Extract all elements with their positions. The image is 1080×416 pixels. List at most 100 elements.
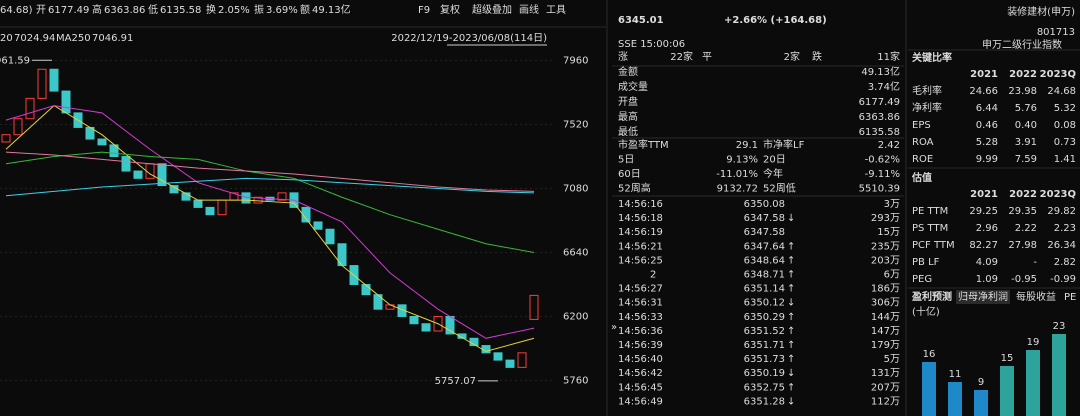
candle bbox=[445, 315, 455, 335]
trade-price: 6350.08 bbox=[744, 199, 785, 210]
section-title: 估值 bbox=[911, 171, 932, 184]
row-value: 49.13亿 bbox=[861, 65, 900, 78]
y-tick-label: 7520 bbox=[563, 120, 588, 131]
trade-volume: 5万 bbox=[884, 354, 900, 365]
toolbar-button[interactable]: 超级叠加 bbox=[472, 3, 512, 16]
stat-value: 6177.49 bbox=[48, 5, 89, 16]
trade-time: 14:56:49 bbox=[618, 396, 663, 407]
ratio-value: 2.23 bbox=[1054, 223, 1076, 234]
ratio-value: 29.82 bbox=[1047, 206, 1076, 217]
trade-arrow: ↑ bbox=[787, 255, 795, 266]
tab[interactable]: 每股收益 bbox=[1016, 290, 1056, 303]
trade-volume: 15万 bbox=[877, 227, 900, 238]
forecast-bar bbox=[948, 382, 962, 416]
trade-arrow: ↑ bbox=[787, 270, 795, 281]
trade-time: 14:56:19 bbox=[618, 227, 663, 238]
high-label: 7961.59 bbox=[0, 55, 30, 66]
stat-value: 9.13% bbox=[726, 155, 758, 166]
trade-time: 14:56:31 bbox=[618, 298, 663, 309]
candle bbox=[133, 170, 143, 179]
stat-label: 低 bbox=[148, 3, 158, 16]
toolbar-button[interactable]: 画线 bbox=[519, 3, 539, 16]
ratio-value: 2.82 bbox=[1054, 257, 1076, 268]
stat-value: 5510.39 bbox=[859, 184, 900, 195]
trade-time: 14:56:21 bbox=[618, 241, 663, 252]
ratio-value: 9.99 bbox=[976, 154, 998, 165]
ratio-label: PE TTM bbox=[912, 206, 948, 217]
price: 6345.01 bbox=[618, 15, 664, 26]
ratio-value: 82.27 bbox=[969, 240, 998, 251]
ratio-value: 0.40 bbox=[1015, 120, 1037, 131]
candle bbox=[181, 192, 191, 201]
stat-label: 额 bbox=[300, 3, 310, 16]
ratio-value: 24.68 bbox=[1047, 86, 1076, 97]
ratio-value: 2.96 bbox=[976, 223, 998, 234]
trade-volume: 3万 bbox=[884, 199, 900, 210]
low-label: 5757.07 bbox=[435, 376, 476, 387]
index-name: 装修建材(申万) bbox=[1007, 5, 1075, 18]
stat-value: 2.42 bbox=[878, 140, 900, 151]
trade-price: 6351.71 bbox=[744, 340, 785, 351]
toolbar-button[interactable]: 工具 bbox=[546, 4, 566, 16]
trade-arrow: ↓ bbox=[787, 396, 795, 407]
stat-label: 5日 bbox=[618, 155, 634, 166]
tab[interactable]: 盈利预测 bbox=[911, 290, 952, 303]
forecast-bar bbox=[1052, 334, 1066, 416]
trade-time: 14:56:42 bbox=[618, 368, 663, 379]
trade-arrow: ↓ bbox=[787, 368, 795, 379]
candle bbox=[493, 352, 503, 361]
candle bbox=[529, 294, 539, 320]
trade-price: 6350.19 bbox=[744, 368, 785, 379]
trade-time: 14:56:45 bbox=[618, 382, 663, 393]
ratio-value: 24.66 bbox=[969, 86, 998, 97]
ratio-value: 26.34 bbox=[1047, 240, 1076, 251]
ratio-label: 毛利率 bbox=[912, 84, 942, 97]
stat-value: -11.01% bbox=[716, 169, 758, 180]
trade-arrow: ↑ bbox=[787, 354, 795, 365]
candle bbox=[361, 283, 371, 296]
ratio-value: 27.98 bbox=[1008, 240, 1037, 251]
trade-arrow: ↑ bbox=[787, 382, 795, 393]
section-title: 关键比率 bbox=[912, 51, 952, 64]
trade-time: 14:56:25 bbox=[618, 255, 663, 266]
trade-price: 6347.58 bbox=[744, 213, 785, 224]
collapse-icon[interactable]: » bbox=[611, 322, 617, 333]
stat-label: 振 bbox=[254, 3, 264, 16]
trade-volume: 112万 bbox=[871, 396, 900, 407]
candle bbox=[409, 315, 419, 325]
ratio-label: PB LF bbox=[912, 257, 940, 268]
ratio-value: -0.95 bbox=[1011, 274, 1037, 285]
ratio-label: PCF TTM bbox=[912, 240, 955, 251]
bar-label: 11 bbox=[949, 369, 962, 380]
stat-value: 6363.86 bbox=[104, 5, 145, 16]
candle bbox=[301, 206, 311, 223]
trade-arrow: ↑ bbox=[787, 241, 795, 252]
bar-label: 19 bbox=[1027, 337, 1040, 348]
breadth-value: 11家 bbox=[877, 50, 900, 63]
trade-price: 6348.64 bbox=[744, 255, 785, 266]
candle bbox=[325, 228, 335, 245]
moving-average bbox=[5, 177, 535, 197]
ratio-value: 0.08 bbox=[1054, 120, 1076, 131]
row-label: 金额 bbox=[618, 65, 638, 78]
trade-arrow: ↑ bbox=[787, 284, 795, 295]
toolbar-button[interactable]: 复权 bbox=[440, 3, 460, 16]
toolbar-button[interactable]: F9 bbox=[418, 5, 430, 16]
trade-volume: 306万 bbox=[871, 298, 900, 309]
trade-volume: 147万 bbox=[871, 326, 900, 337]
candle bbox=[157, 163, 167, 187]
ratio-value: 3.91 bbox=[1015, 137, 1037, 148]
moving-average bbox=[5, 151, 535, 253]
trade-arrow: ↓ bbox=[787, 213, 795, 224]
ratio-label: 净利率 bbox=[912, 101, 942, 114]
trade-price: 6350.29 bbox=[744, 312, 785, 323]
y-tick-label: 7080 bbox=[563, 184, 588, 195]
tab[interactable]: 归母净利润 bbox=[958, 290, 1008, 303]
candle bbox=[1, 134, 11, 143]
trade-volume: 235万 bbox=[871, 241, 900, 252]
candle bbox=[517, 352, 527, 368]
candle bbox=[277, 192, 287, 201]
tab[interactable]: PE bbox=[1064, 292, 1076, 303]
stat-label: 52周低 bbox=[763, 182, 796, 195]
